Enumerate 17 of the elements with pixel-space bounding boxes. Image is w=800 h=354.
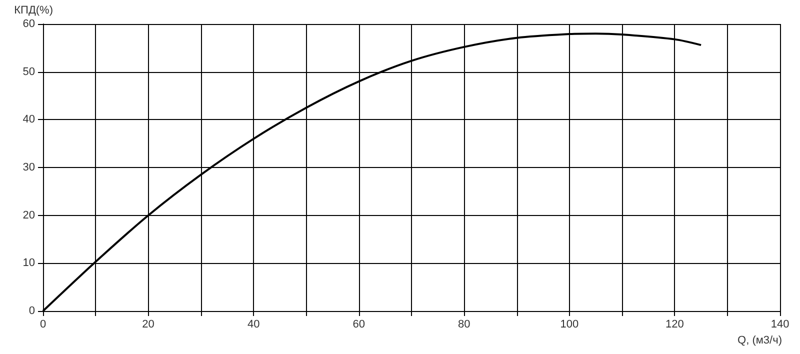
y-tick-label: 50 [22,66,35,78]
x-tick-label: 80 [458,318,470,330]
y-tick-label: 10 [22,257,35,270]
x-tick-label: 40 [247,318,260,330]
y-tick-label: 20 [22,209,35,222]
x-tick-label: 0 [40,318,46,330]
x-tick-label: 100 [560,318,579,330]
x-tick-label: 140 [770,318,790,330]
y-tick-label: 40 [22,114,35,126]
y-tick-label: 30 [22,162,35,174]
x-tick-label: 120 [666,318,684,330]
x-axis-title: Q, (м3/ч) [738,334,782,346]
x-tick-label: 20 [142,318,154,330]
y-axis-title: КПД(%) [14,4,53,16]
y-tick-label: 0 [28,305,35,317]
x-tick-label: 60 [352,318,365,330]
y-tick-label: 60 [22,18,35,30]
